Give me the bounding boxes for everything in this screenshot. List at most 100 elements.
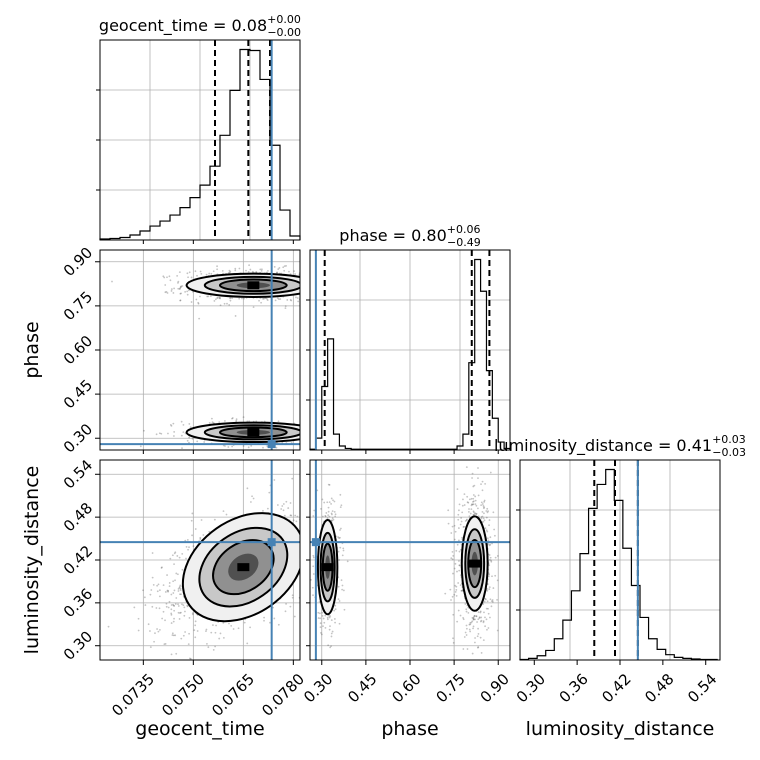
sample-point xyxy=(222,621,225,624)
density-phase-luminosity_distance xyxy=(316,515,489,616)
sample-point xyxy=(158,607,161,610)
sample-point xyxy=(348,534,350,536)
sample-point xyxy=(447,522,450,525)
sample-point xyxy=(291,594,294,597)
sample-point xyxy=(188,546,190,549)
sample-point xyxy=(162,275,165,278)
sample-point xyxy=(480,517,483,520)
sample-point xyxy=(209,295,212,298)
y-axis-label-phase: phase xyxy=(21,321,43,378)
sample-point xyxy=(312,428,314,430)
sample-point xyxy=(303,444,305,446)
sample-point xyxy=(330,519,333,522)
sample-point xyxy=(484,625,486,628)
sample-point xyxy=(185,545,188,548)
contour-line xyxy=(203,424,300,441)
sample-point xyxy=(179,611,182,614)
sample-point xyxy=(327,506,330,509)
sample-point xyxy=(489,598,492,601)
sample-point xyxy=(462,526,465,528)
sample-point xyxy=(305,294,307,296)
sample-point xyxy=(149,630,151,632)
sample-point xyxy=(496,598,498,601)
sample-point xyxy=(190,519,193,522)
sample-point xyxy=(213,518,216,521)
sample-point xyxy=(170,288,173,290)
sample-point xyxy=(312,282,314,284)
y-tick-label: 0.42 xyxy=(60,542,96,578)
truth-marker xyxy=(267,538,276,547)
sample-point xyxy=(275,271,278,274)
sample-point xyxy=(228,303,231,306)
sample-point xyxy=(343,608,346,611)
sample-point xyxy=(218,296,221,299)
sample-point xyxy=(486,507,489,510)
sample-point xyxy=(307,552,309,554)
sample-point xyxy=(313,509,316,512)
title-phase: phase = 0.80+0.06 −0.49 xyxy=(339,223,480,249)
sample-point xyxy=(327,614,330,617)
sample-point xyxy=(252,497,255,500)
sample-point xyxy=(144,604,147,606)
sample-point xyxy=(301,543,303,545)
sample-point xyxy=(469,621,472,624)
sample-point xyxy=(189,657,191,660)
sample-point xyxy=(167,432,169,435)
sample-point xyxy=(338,600,341,602)
sample-point xyxy=(484,527,487,530)
sample-point xyxy=(173,552,176,555)
sample-point xyxy=(196,440,199,443)
contour-line xyxy=(460,515,489,612)
sample-point xyxy=(484,483,487,485)
sample-point xyxy=(454,591,457,593)
sample-point xyxy=(304,287,306,289)
sample-point xyxy=(302,284,304,286)
sample-point xyxy=(453,567,456,570)
sample-point xyxy=(331,517,334,520)
sample-point xyxy=(180,637,183,640)
sample-point xyxy=(317,499,319,501)
sample-point xyxy=(357,286,359,288)
sample-point xyxy=(194,620,197,623)
sample-point xyxy=(471,503,474,506)
sample-point xyxy=(468,515,471,518)
sample-point xyxy=(485,607,488,610)
sample-point xyxy=(307,276,309,278)
sample-point xyxy=(186,439,189,442)
sample-point xyxy=(329,646,332,649)
sample-point xyxy=(452,613,455,616)
sample-point xyxy=(328,269,330,271)
sample-point xyxy=(459,523,462,526)
sample-point xyxy=(453,593,456,596)
sample-point xyxy=(324,626,327,629)
sample-point xyxy=(180,434,183,437)
sample-point xyxy=(452,641,455,644)
sample-point xyxy=(180,285,183,288)
sample-point xyxy=(180,292,182,295)
sample-point xyxy=(182,424,185,426)
sample-point xyxy=(307,621,309,623)
sample-point xyxy=(301,548,303,550)
sample-point xyxy=(482,639,485,642)
sample-point xyxy=(172,592,175,594)
sample-point xyxy=(243,621,246,624)
sample-point xyxy=(487,607,489,610)
sample-point xyxy=(472,500,475,503)
sample-point xyxy=(472,510,475,513)
sample-point xyxy=(186,539,189,541)
sample-point xyxy=(262,446,264,449)
sample-point xyxy=(471,664,473,666)
histogram-phase xyxy=(309,258,511,450)
sample-point xyxy=(337,550,340,553)
sample-point xyxy=(191,612,194,615)
sample-point xyxy=(470,503,473,506)
sample-point xyxy=(186,605,189,608)
sample-point xyxy=(215,624,217,627)
sample-point xyxy=(235,419,238,422)
sample-point xyxy=(122,660,124,662)
sample-point xyxy=(488,554,491,556)
sample-point xyxy=(318,527,320,529)
sample-point xyxy=(172,620,175,623)
sample-point xyxy=(286,299,289,301)
sample-point xyxy=(109,668,111,670)
